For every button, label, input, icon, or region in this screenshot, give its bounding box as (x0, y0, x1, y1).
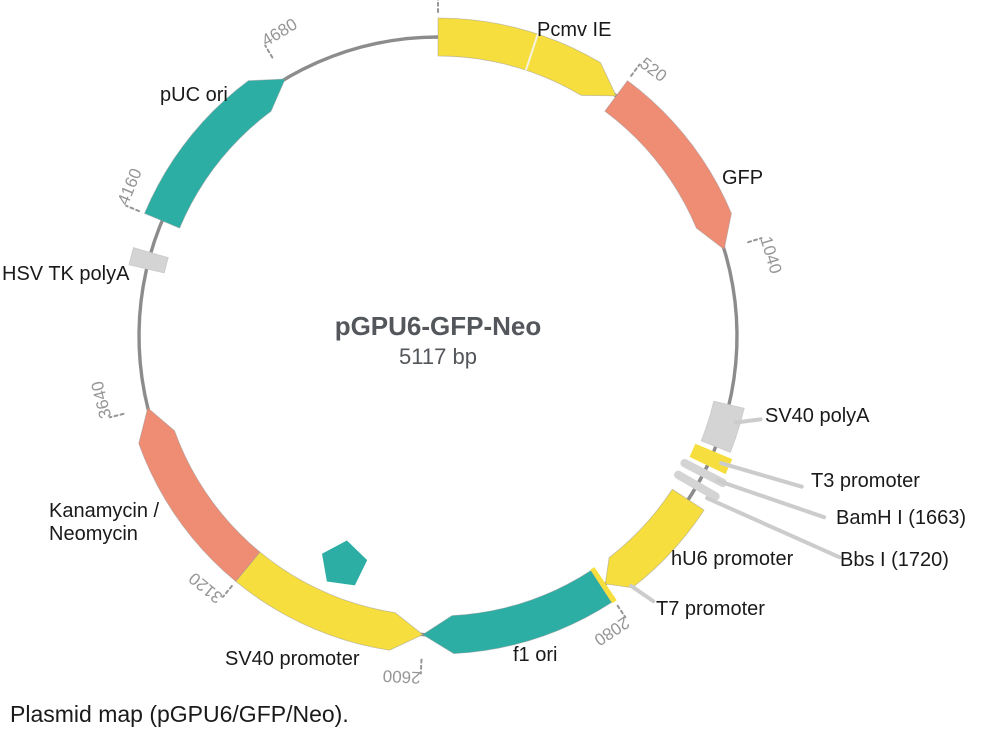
svg-text:2600: 2600 (382, 666, 421, 687)
svg-text:4160: 4160 (114, 166, 146, 208)
svg-text:2080: 2080 (591, 613, 633, 650)
svg-text:4680: 4680 (258, 15, 300, 51)
svg-text:3640: 3640 (88, 379, 116, 420)
svg-text:1040: 1040 (756, 234, 785, 276)
svg-text:3120: 3120 (185, 569, 226, 608)
svg-text:520: 520 (636, 54, 670, 86)
